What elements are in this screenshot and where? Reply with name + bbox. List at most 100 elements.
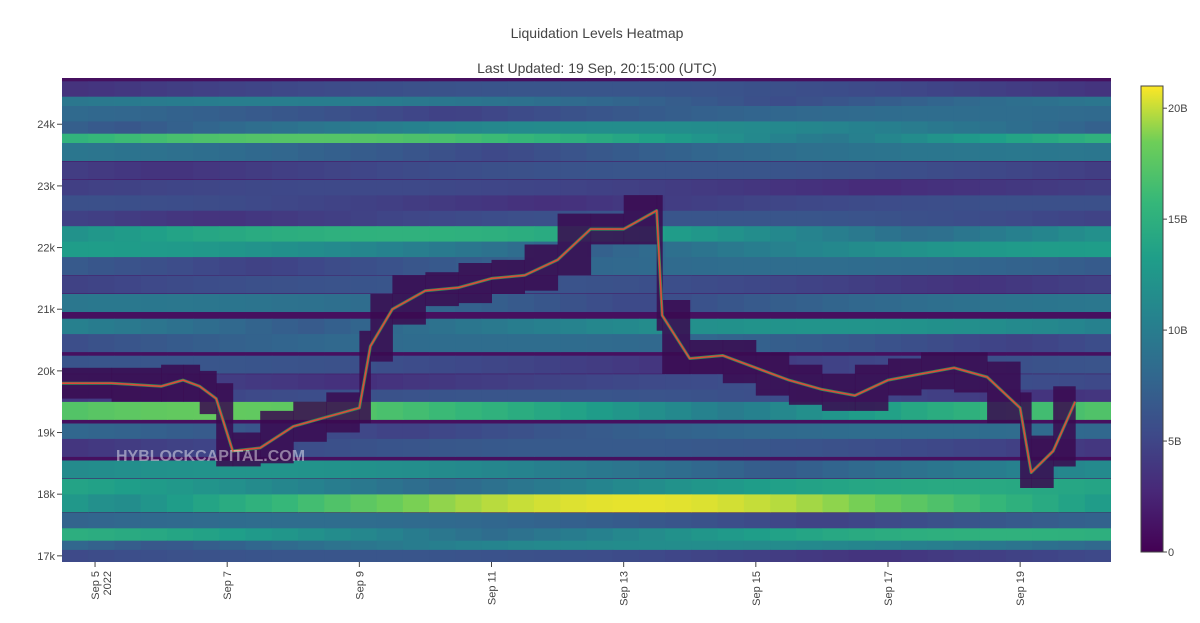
heatmap-cell	[665, 257, 692, 276]
heatmap-cell	[534, 226, 561, 245]
heatmap-cell	[245, 479, 273, 497]
heatmap-cell	[140, 460, 168, 479]
heatmap-cell	[455, 241, 483, 260]
heatmap-cell	[298, 318, 325, 337]
heatmap-cell	[1032, 241, 1060, 260]
heatmap-cell	[455, 318, 483, 337]
heatmap-cell	[612, 512, 640, 531]
heatmap-cell	[402, 512, 430, 531]
heatmap-cell	[743, 226, 771, 245]
heatmap-cell	[298, 241, 325, 260]
heatmap-cell	[481, 549, 509, 562]
heatmap-cell	[639, 423, 666, 442]
heatmap-cell	[140, 275, 168, 294]
heatmap-cell	[953, 460, 981, 479]
heatmap-cell	[953, 226, 981, 245]
heatmap-cell	[691, 226, 719, 245]
heatmap-band	[62, 460, 1111, 479]
heatmap-cell	[481, 355, 509, 374]
heatmap-cell	[953, 161, 981, 180]
heatmap-cell	[560, 143, 588, 161]
heatmap-cell	[848, 479, 876, 497]
heatmap-cell	[324, 241, 352, 260]
heatmap-cell	[402, 423, 430, 442]
heatmap-cell	[1058, 106, 1086, 124]
heatmap-cell	[979, 161, 1007, 180]
heatmap-cell	[743, 479, 771, 497]
heatmap-cell	[612, 81, 640, 100]
heatmap-cell	[481, 161, 509, 180]
heatmap-cell	[219, 143, 247, 161]
heatmap-cell	[429, 195, 456, 214]
heatmap-cell	[324, 106, 352, 124]
heatmap-cell	[560, 438, 588, 457]
heatmap-cell	[166, 294, 194, 312]
heatmap-cell	[402, 401, 430, 420]
heatmap-cell	[245, 143, 273, 161]
heatmap-cell	[140, 257, 168, 276]
heatmap-cell	[822, 460, 850, 479]
heatmap-cell	[612, 494, 640, 513]
heatmap-cell	[534, 460, 561, 479]
heatmap-cell	[219, 106, 247, 124]
x-tick-label: Sep 5	[90, 571, 102, 600]
heatmap-cell	[62, 226, 89, 245]
heatmap-cell	[796, 512, 824, 531]
heatmap-cell	[219, 512, 247, 531]
heatmap-cell	[1032, 106, 1060, 124]
heatmap-cell	[114, 275, 142, 294]
heatmap-cell	[324, 318, 352, 337]
heatmap-cell	[1006, 226, 1033, 245]
heatmap-cell	[743, 106, 771, 124]
heatmap-cell	[822, 512, 850, 531]
heatmap-cell	[455, 195, 483, 214]
heatmap-cell	[376, 143, 404, 161]
heatmap-cell	[88, 275, 115, 294]
heatmap-cell	[796, 275, 824, 294]
x-tick-label: Sep 7	[222, 571, 234, 600]
heatmap-cell	[665, 143, 692, 161]
heatmap-cell	[796, 81, 824, 100]
heatmap-cell	[481, 106, 509, 124]
heatmap-cell	[691, 460, 719, 479]
heatmap-cell	[166, 318, 194, 337]
heatmap-cell	[875, 195, 902, 214]
heatmap-cell	[770, 195, 797, 214]
heatmap-cell	[770, 161, 797, 180]
heatmap-cell	[298, 226, 325, 245]
heatmap-cell	[770, 180, 797, 198]
heatmap-cell	[796, 241, 824, 260]
heatmap-cell	[245, 257, 273, 276]
heatmap-cell	[717, 180, 745, 198]
heatmap-cell	[743, 257, 771, 276]
heatmap-cell	[875, 549, 902, 562]
y-tick-label: 24k	[37, 119, 55, 131]
heatmap-cell	[979, 512, 1007, 531]
heatmap-cell	[455, 460, 483, 479]
heatmap-cell	[612, 257, 640, 276]
heatmap-cell	[848, 334, 876, 353]
heatmap-cell	[586, 438, 614, 457]
heatmap-cell	[455, 334, 483, 353]
heatmap-cell	[770, 401, 797, 420]
heatmap-cell	[140, 334, 168, 353]
heatmap-cell	[193, 195, 220, 214]
heatmap-cell	[979, 195, 1007, 214]
heatmap-cell	[140, 549, 168, 562]
heatmap-cell	[245, 512, 273, 531]
heatmap-cell	[1084, 512, 1111, 531]
heatmap-cell	[770, 241, 797, 260]
heatmap-cell	[298, 549, 325, 562]
heatmap-cell	[193, 512, 220, 531]
heatmap-band	[62, 143, 1111, 161]
heatmap-cell	[822, 423, 850, 442]
heatmap-cell	[402, 161, 430, 180]
heatmap-band	[62, 81, 1111, 100]
heatmap-cell	[953, 423, 981, 442]
heatmap-band	[62, 549, 1111, 562]
heatmap-cell	[324, 334, 352, 353]
heatmap-cell	[481, 479, 509, 497]
heatmap-cell	[534, 210, 561, 229]
heatmap-cell	[350, 460, 378, 479]
heatmap-cell	[534, 143, 561, 161]
